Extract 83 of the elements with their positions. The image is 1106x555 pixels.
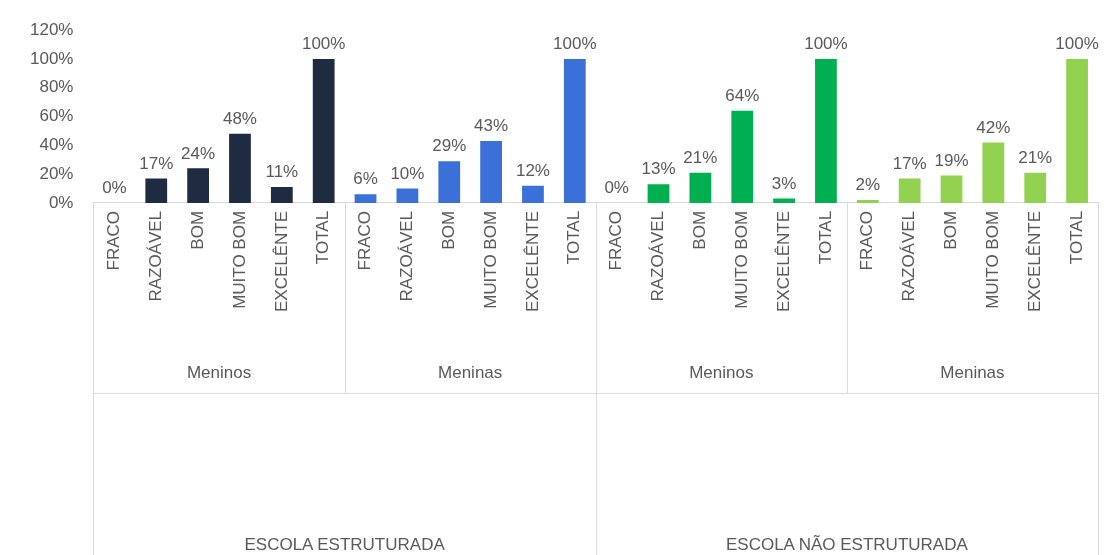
data-label: 29%: [432, 136, 467, 156]
bar: [354, 194, 377, 203]
y-tick-label: 120%: [30, 19, 74, 39]
text: ESCOLA NÃO ESTRUTURADA: [725, 534, 969, 554]
data-label: 64%: [725, 85, 760, 105]
data-label: 100%: [301, 34, 346, 54]
bar: [773, 198, 795, 203]
data-label: 10%: [390, 163, 425, 183]
data-label: 0%: [604, 178, 629, 198]
data-label: 12%: [515, 160, 550, 180]
text: Meninas: [940, 362, 1005, 382]
bar: [856, 200, 879, 203]
x-tick-label: MUITO BOM: [983, 210, 1003, 309]
data-label: 11%: [265, 162, 299, 182]
x-tick-label: BOM: [941, 210, 961, 250]
x-tick-label: BOM: [187, 210, 207, 250]
bar: [480, 141, 502, 203]
bar: [187, 168, 209, 203]
bar: [312, 58, 335, 203]
bar: [647, 184, 670, 203]
data-label: 17%: [892, 153, 927, 173]
bar: [229, 133, 251, 203]
data-label: 19%: [934, 150, 969, 170]
x-tick-label: MUITO BOM: [229, 210, 249, 309]
x-tick-label: FRACO: [857, 210, 877, 271]
data-label: 0%: [102, 178, 127, 198]
x-tick-label: FRACO: [606, 210, 626, 271]
bar: [689, 172, 712, 203]
x-tick-label: FRACO: [355, 210, 375, 271]
x-tick-label: EXCELÊNTE: [1024, 210, 1044, 313]
data-label: 17%: [139, 153, 174, 173]
data-label: 100%: [1055, 34, 1099, 54]
x-tick-label: MUITO BOM: [731, 210, 751, 309]
data-label: 48%: [222, 109, 257, 129]
bar: [145, 178, 168, 203]
x-tick-label: BOM: [690, 210, 710, 250]
data-label: 100%: [804, 34, 848, 54]
bar: [563, 58, 586, 203]
y-tick-label: 0%: [48, 192, 74, 212]
x-tick-label: EXCELÊNTE: [522, 210, 542, 313]
y-tick-label: 60%: [39, 106, 74, 126]
x-tick-label: EXCELÊNTE: [271, 210, 291, 313]
y-tick-label: 20%: [39, 163, 74, 183]
bar: [940, 175, 963, 203]
x-tick-label: EXCELÊNTE: [773, 210, 793, 313]
bar: [438, 161, 461, 203]
x-tick-label: RAZOÁVEL: [397, 210, 417, 302]
data-label: 21%: [683, 147, 718, 167]
data-label: 3%: [771, 173, 797, 193]
x-tick-label: FRACO: [104, 210, 124, 271]
bar: [1066, 58, 1088, 203]
data-label: 100%: [553, 34, 597, 54]
bar: [522, 185, 544, 203]
x-tick-label: RAZOÁVEL: [145, 210, 165, 302]
text: Meninos: [689, 362, 754, 382]
x-tick-label: RAZOÁVEL: [648, 210, 668, 302]
data-label: 43%: [474, 116, 509, 136]
text: Meninos: [186, 362, 252, 382]
bar: [396, 188, 419, 203]
x-tick-label: TOTAL: [564, 210, 584, 265]
bar: [1024, 172, 1047, 203]
x-tick-label: TOTAL: [1066, 210, 1086, 265]
y-tick-label: 40%: [39, 135, 74, 155]
bar: [731, 110, 754, 203]
data-label: 21%: [1018, 147, 1053, 167]
x-tick-label: MUITO BOM: [480, 210, 500, 309]
y-tick-label: 80%: [39, 77, 74, 97]
x-tick-label: TOTAL: [313, 210, 333, 265]
data-label: 42%: [976, 117, 1011, 137]
bar: [982, 142, 1005, 203]
data-label: 2%: [855, 175, 881, 195]
x-tick-label: TOTAL: [815, 210, 835, 265]
y-tick-label: 100%: [30, 48, 74, 68]
data-label: 13%: [641, 159, 676, 179]
bar: [898, 178, 921, 203]
text: ESCOLA ESTRUTURADA: [244, 534, 446, 554]
x-tick-label: BOM: [438, 210, 458, 250]
bar: [815, 58, 837, 203]
text: Meninas: [438, 362, 503, 382]
bar: [270, 187, 293, 203]
data-label: 6%: [353, 169, 378, 189]
data-label: 24%: [181, 143, 216, 163]
x-tick-label: RAZOÁVEL: [899, 210, 919, 302]
